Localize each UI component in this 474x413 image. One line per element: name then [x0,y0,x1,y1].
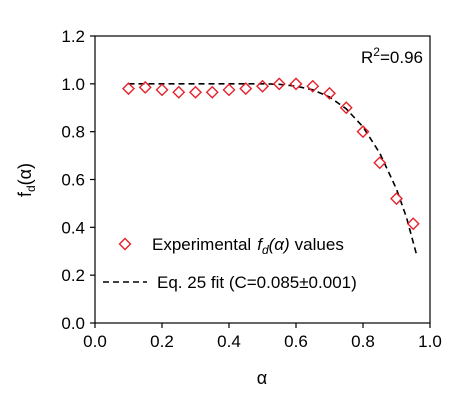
y-tick-label: 0.4 [61,218,85,237]
x-tick-label: 0.8 [351,332,375,351]
y-tick-label: 1.0 [61,75,85,94]
data-point [222,83,236,97]
data-point [272,77,286,91]
y-tick-label: 0.8 [61,123,85,142]
legend: Experimental fd(α) values Eq. 25 fit (C=0.… [103,235,357,292]
legend-diamond-marker [118,237,132,251]
x-tick-label: 1.0 [418,332,442,351]
data-point [155,83,169,97]
data-point [239,82,253,96]
data-point [138,80,152,94]
data-point [406,217,420,231]
experimental-markers [122,77,420,231]
data-point [205,85,219,99]
legend-entry-fit: Eq. 25 fit (C=0.085±0.001) [157,273,357,292]
data-point [306,79,320,93]
r-squared-annotation: R2=0.96 [361,45,423,67]
y-axis-ticks: 0.0 0.2 0.4 0.6 0.8 1.0 1.2 [61,27,95,333]
data-point [323,86,336,100]
x-tick-label: 0.2 [150,332,174,351]
y-tick-label: 0.2 [61,266,85,285]
x-tick-label: 0.0 [83,332,107,351]
x-tick-label: 0.6 [284,332,308,351]
legend-entry-experimental: Experimental fd(α) values [152,235,344,257]
x-tick-label: 0.4 [217,332,241,351]
data-point [356,125,370,139]
data-point [256,79,269,93]
y-axis-label: fd(α) [15,163,38,197]
data-point [189,85,202,99]
data-point [339,101,353,115]
data-point [122,82,135,96]
y-tick-label: 0.0 [61,314,85,333]
x-axis-ticks: 0.0 0.2 0.4 0.6 0.8 1.0 [83,323,442,351]
y-tick-label: 1.2 [61,27,85,46]
data-point [289,77,303,91]
data-point [373,156,387,170]
data-point [390,192,403,206]
data-point [172,85,186,99]
fit-curve [128,83,418,256]
y-tick-label: 0.6 [61,171,85,190]
x-axis-label: α [257,368,267,388]
